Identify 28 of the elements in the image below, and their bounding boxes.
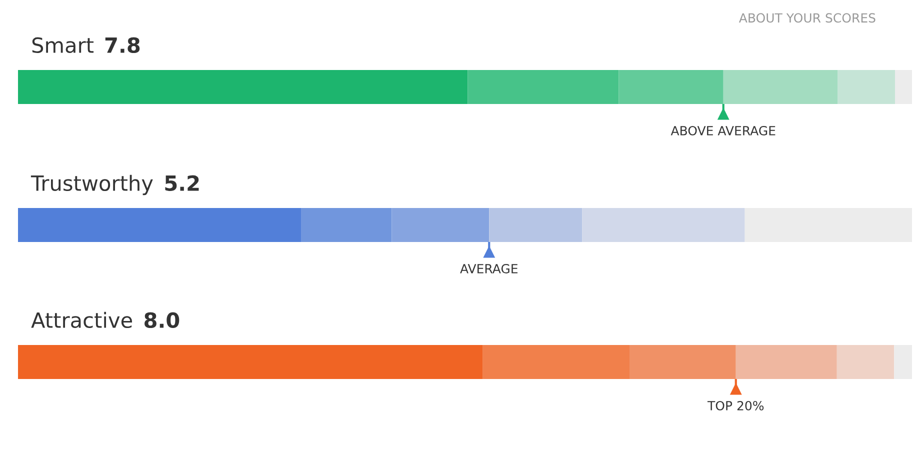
bar bbox=[744, 208, 912, 242]
bar bbox=[18, 208, 302, 242]
bar bbox=[723, 70, 838, 104]
bar bbox=[18, 70, 468, 104]
ref-line-label: TOP 20% bbox=[707, 400, 764, 410]
bar bbox=[895, 70, 912, 104]
bar bbox=[618, 70, 724, 104]
chart-subtitle: 5.2 bbox=[165, 175, 199, 192]
bar bbox=[736, 345, 837, 379]
bar bbox=[18, 345, 483, 379]
bar bbox=[468, 70, 619, 104]
bar bbox=[489, 208, 582, 242]
bar bbox=[301, 208, 392, 242]
chart-subtitle: 8.0 bbox=[144, 312, 180, 328]
bar bbox=[836, 345, 894, 379]
text: ABOUT YOUR SCORES bbox=[738, 13, 876, 23]
bar bbox=[392, 208, 490, 242]
ref-line-label: ABOVE AVERAGE bbox=[670, 126, 776, 136]
bar bbox=[838, 70, 896, 104]
bar bbox=[629, 345, 736, 379]
bar bbox=[894, 345, 912, 379]
chart-title: Trustworthy bbox=[30, 174, 153, 196]
bar bbox=[482, 345, 630, 379]
chart-subtitle: 7.8 bbox=[105, 37, 140, 54]
chart-title: Attractive bbox=[31, 312, 132, 328]
ref-line-label: AVERAGE bbox=[460, 264, 518, 274]
chart-title: Smart bbox=[32, 37, 94, 54]
bar bbox=[582, 208, 745, 242]
